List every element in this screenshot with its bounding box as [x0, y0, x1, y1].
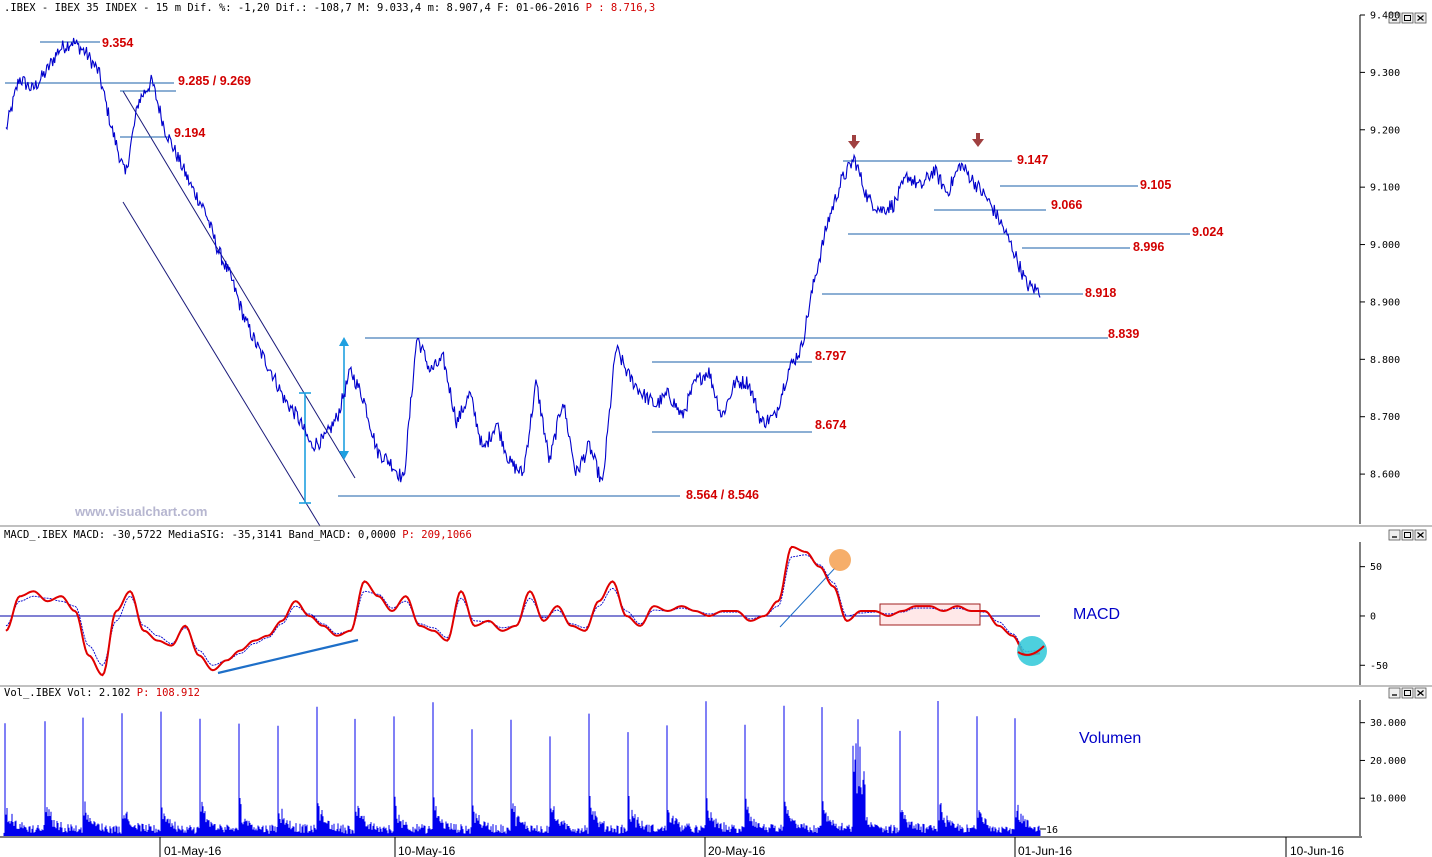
channel-upper-line [122, 90, 356, 479]
level-label: 8.996 [1133, 240, 1164, 254]
minimize-button[interactable] [1388, 12, 1401, 24]
y-tick-label: 9.100 [1370, 183, 1400, 194]
top-markers [848, 133, 984, 149]
y-tick-label: 9.000 [1370, 240, 1400, 251]
volume-title: Volumen [1079, 730, 1141, 747]
y-tick-label: 30.000 [1370, 718, 1406, 729]
price-series-line [5, 37, 1041, 483]
level-label: 9.024 [1192, 225, 1223, 239]
level-label: 9.147 [1017, 153, 1048, 167]
macd-divergence-line [217, 638, 359, 675]
macd-title: MACD [1073, 606, 1120, 623]
macd-range-box [879, 603, 981, 626]
volume-y-ticks: 30.000 20.000 10.000 [1360, 718, 1406, 805]
x-tick-label: 20-May-16 [708, 844, 766, 857]
macd-peak-marker [829, 549, 851, 571]
y-tick-label: 9.200 [1370, 125, 1400, 136]
down-arrow-icon [848, 135, 860, 149]
y-tick-label: 20.000 [1370, 756, 1406, 767]
y-tick-label: 9.400 [1370, 11, 1400, 22]
y-tick-label: 10.000 [1370, 794, 1406, 805]
price-y-ticks: 9.400 9.300 9.200 9.100 9.000 8.900 8.800 8.700… [1360, 11, 1400, 481]
volume-window-buttons[interactable] [1388, 687, 1427, 699]
trend-channel [122, 90, 356, 527]
macd-header: MACD_.IBEX MACD: -30,5722 MediaSIG: -35,… [4, 529, 472, 541]
x-tick-label: 10-May-16 [398, 844, 456, 857]
macd-panel: MACD_.IBEX MACD: -30,5722 MediaSIG: -35,… [0, 529, 1427, 685]
y-tick-label: 9.300 [1370, 68, 1400, 79]
level-label: 9.354 [102, 36, 133, 50]
level-label: 9.194 [174, 126, 205, 140]
y-tick-label: 0 [1370, 611, 1376, 622]
volume-edge-label: 16 [1046, 825, 1058, 836]
minimize-button[interactable] [1388, 687, 1401, 699]
level-label: 8.839 [1108, 327, 1139, 341]
x-tick-label: 10-Jun-16 [1290, 844, 1344, 857]
y-tick-label: 8.800 [1370, 355, 1400, 366]
macd-window-buttons[interactable] [1388, 529, 1427, 541]
volume-bars [3, 701, 1041, 836]
level-label: 9.066 [1051, 198, 1082, 212]
maximize-button[interactable] [1401, 529, 1414, 541]
level-label: 8.918 [1085, 286, 1116, 300]
y-tick-label: 8.700 [1370, 412, 1400, 423]
down-arrow-icon [972, 133, 984, 147]
volume-header: Vol_.IBEX Vol: 2.102 P: 108.912 [4, 687, 200, 699]
minimize-button[interactable] [1388, 529, 1401, 541]
x-tick-label: 01-Jun-16 [1018, 844, 1072, 857]
maximize-button[interactable] [1401, 687, 1414, 699]
price-window-buttons[interactable] [1388, 12, 1427, 24]
watermark: www.visualchart.com [74, 504, 207, 519]
y-tick-label: 50 [1370, 562, 1382, 573]
y-tick-label: 8.900 [1370, 297, 1400, 308]
x-axis: 01-May-16 10-May-16 20-May-16 01-Jun-16 … [0, 836, 1362, 857]
level-label: 9.105 [1140, 178, 1171, 192]
price-panel: .IBEX - IBEX 35 INDEX - 15 m Dif. %: -1,… [4, 2, 1427, 527]
level-labels: 9.354 9.285 / 9.269 9.194 9.147 9.105 9.… [102, 36, 1223, 502]
level-label: 9.285 / 9.269 [178, 74, 251, 88]
price-header: .IBEX - IBEX 35 INDEX - 15 m Dif. %: -1,… [4, 2, 655, 14]
level-label: 8.674 [815, 418, 846, 432]
macd-low-marker [1017, 636, 1047, 666]
level-label: 8.564 / 8.546 [686, 488, 759, 502]
maximize-button[interactable] [1401, 12, 1414, 24]
macd-line [5, 545, 1041, 677]
level-lines [5, 41, 1190, 497]
volume-panel: Vol_.IBEX Vol: 2.102 P: 108.912 30.000 20… [3, 687, 1427, 836]
x-tick-label: 01-May-16 [164, 844, 222, 857]
channel-lower-line [122, 201, 321, 527]
y-tick-label: 8.600 [1370, 470, 1400, 481]
macd-y-ticks: 50 0 -50 [1360, 562, 1388, 672]
y-tick-label: -50 [1370, 661, 1388, 672]
level-label: 8.797 [815, 349, 846, 363]
measure-arrows [299, 337, 349, 504]
